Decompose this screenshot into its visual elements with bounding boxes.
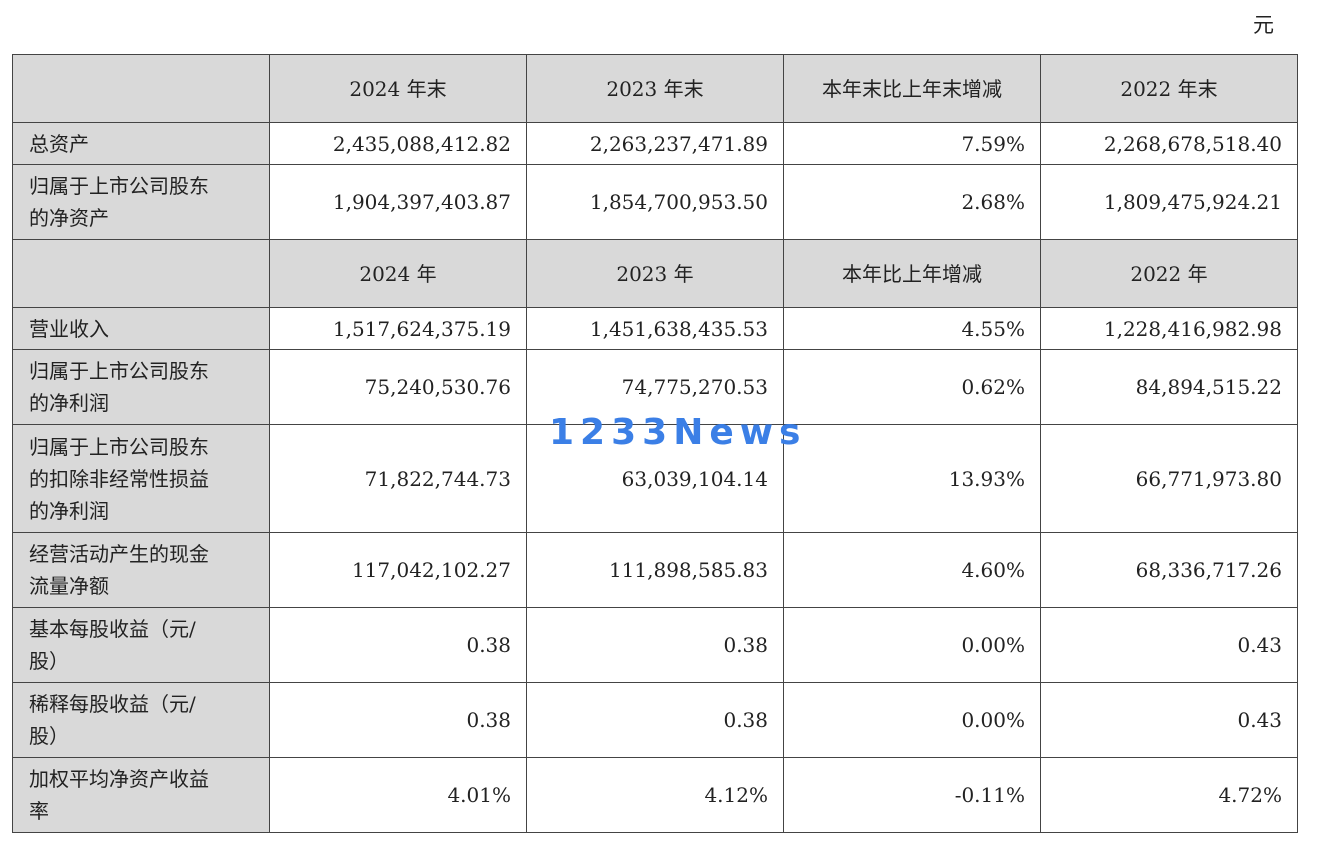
value-cell: 4.72% [1040, 757, 1298, 833]
header-cell: 2022 年末 [1040, 54, 1298, 123]
table-row: 加权平均净资产收益率 4.01% 4.12% -0.11% 4.72% [12, 757, 1298, 833]
value-cell: 74,775,270.53 [526, 349, 784, 425]
value-cell: 0.00% [783, 682, 1041, 758]
financial-summary-table: 2024 年末 2023 年末 本年末比上年末增减 2022 年末 总资产 2,… [12, 54, 1298, 833]
value-cell: 1,809,475,924.21 [1040, 164, 1298, 240]
value-cell: 2,268,678,518.40 [1040, 122, 1298, 165]
table-row: 归属于上市公司股东 的扣除非经常性损益 的净利润 71,822,744.73 63,… [12, 424, 1298, 533]
value-cell: 0.38 [526, 682, 784, 758]
value-cell: 0.38 [269, 607, 527, 683]
row-label-line: 流量净额 [29, 574, 109, 598]
table-header-row: 2024 年末 2023 年末 本年末比上年末增减 2022 年末 [12, 54, 1298, 123]
value-cell: 4.01% [269, 757, 527, 833]
header-cell [12, 239, 270, 308]
row-label-line: 营业收入 [29, 316, 109, 341]
row-label: 总资产 [12, 122, 270, 165]
row-label-line: 的扣除非经常性损益 [29, 466, 209, 491]
value-cell: 2.68% [783, 164, 1041, 240]
value-cell: 1,451,638,435.53 [526, 307, 784, 350]
value-cell: 1,904,397,403.87 [269, 164, 527, 240]
value-cell: 0.38 [269, 682, 527, 758]
row-label-line: 加权平均净资产收益 [29, 767, 209, 791]
header-cell: 本年比上年增减 [783, 239, 1041, 308]
row-label-line: 归属于上市公司股东 [29, 434, 209, 459]
value-cell: 1,854,700,953.50 [526, 164, 784, 240]
table-row: 基本每股收益（元/股） 0.38 0.38 0.00% 0.43 [12, 607, 1298, 683]
value-cell: 0.43 [1040, 682, 1298, 758]
row-label: 经营活动产生的现金 流量净额 [12, 532, 270, 608]
row-label-line: 率 [29, 799, 49, 823]
value-cell: 0.00% [783, 607, 1041, 683]
value-cell: 1,228,416,982.98 [1040, 307, 1298, 350]
table-row: 营业收入 1,517,624,375.19 1,451,638,435.53 4… [12, 307, 1298, 350]
value-cell: 71,822,744.73 [269, 424, 527, 533]
value-cell: 63,039,104.14 [526, 424, 784, 533]
header-cell: 本年末比上年末增减 [783, 54, 1041, 123]
row-label-line: 稀释每股收益（元/ [29, 692, 196, 716]
row-label-line: 归属于上市公司股东 [29, 359, 209, 383]
row-label-line: 的净资产 [29, 206, 109, 230]
value-cell: 0.38 [526, 607, 784, 683]
row-label: 基本每股收益（元/股） [12, 607, 270, 683]
row-label: 稀释每股收益（元/股） [12, 682, 270, 758]
header-cell: 2023 年 [526, 239, 784, 308]
watermark-logo: 1233News [549, 412, 807, 453]
table-row: 归属于上市公司股东 的净资产 1,904,397,403.87 1,854,700… [12, 164, 1298, 240]
row-label: 归属于上市公司股东 的净资产 [12, 164, 270, 240]
row-label: 加权平均净资产收益率 [12, 757, 270, 833]
value-cell: 0.43 [1040, 607, 1298, 683]
row-label-line: 经营活动产生的现金 [29, 542, 209, 566]
row-label-line: 基本每股收益（元/ [29, 617, 196, 641]
header-cell: 2024 年 [269, 239, 527, 308]
header-cell [12, 54, 270, 123]
table-row: 经营活动产生的现金 流量净额 117,042,102.27 111,898,585… [12, 532, 1298, 608]
value-cell: 84,894,515.22 [1040, 349, 1298, 425]
value-cell: 2,263,237,471.89 [526, 122, 784, 165]
header-cell: 2022 年 [1040, 239, 1298, 308]
value-cell: 2,435,088,412.82 [269, 122, 527, 165]
value-cell: 1,517,624,375.19 [269, 307, 527, 350]
row-label-line: 的净利润 [29, 498, 109, 523]
value-cell: -0.11% [783, 757, 1041, 833]
value-cell: 68,336,717.26 [1040, 532, 1298, 608]
row-label: 营业收入 [12, 307, 270, 350]
unit-label: 元 [1253, 13, 1274, 37]
table-row: 稀释每股收益（元/股） 0.38 0.38 0.00% 0.43 [12, 682, 1298, 758]
row-label-line: 股） [29, 724, 69, 748]
value-cell: 7.59% [783, 122, 1041, 165]
value-cell: 4.12% [526, 757, 784, 833]
table-header-row: 2024 年 2023 年 本年比上年增减 2022 年 [12, 239, 1298, 308]
value-cell: 117,042,102.27 [269, 532, 527, 608]
table-row: 归属于上市公司股东 的净利润 75,240,530.76 74,775,270.5… [12, 349, 1298, 425]
value-cell: 13.93% [783, 424, 1041, 533]
header-cell: 2024 年末 [269, 54, 527, 123]
value-cell: 111,898,585.83 [526, 532, 784, 608]
header-cell: 2023 年末 [526, 54, 784, 123]
row-label-line: 的净利润 [29, 391, 109, 415]
row-label-line: 归属于上市公司股东 [29, 174, 209, 198]
value-cell: 4.55% [783, 307, 1041, 350]
value-cell: 0.62% [783, 349, 1041, 425]
value-cell: 66,771,973.80 [1040, 424, 1298, 533]
table-row: 总资产 2,435,088,412.82 2,263,237,471.89 7.… [12, 122, 1298, 165]
row-label: 归属于上市公司股东 的扣除非经常性损益 的净利润 [12, 424, 270, 533]
value-cell: 4.60% [783, 532, 1041, 608]
value-cell: 75,240,530.76 [269, 349, 527, 425]
row-label-line: 股） [29, 649, 69, 673]
row-label: 归属于上市公司股东 的净利润 [12, 349, 270, 425]
